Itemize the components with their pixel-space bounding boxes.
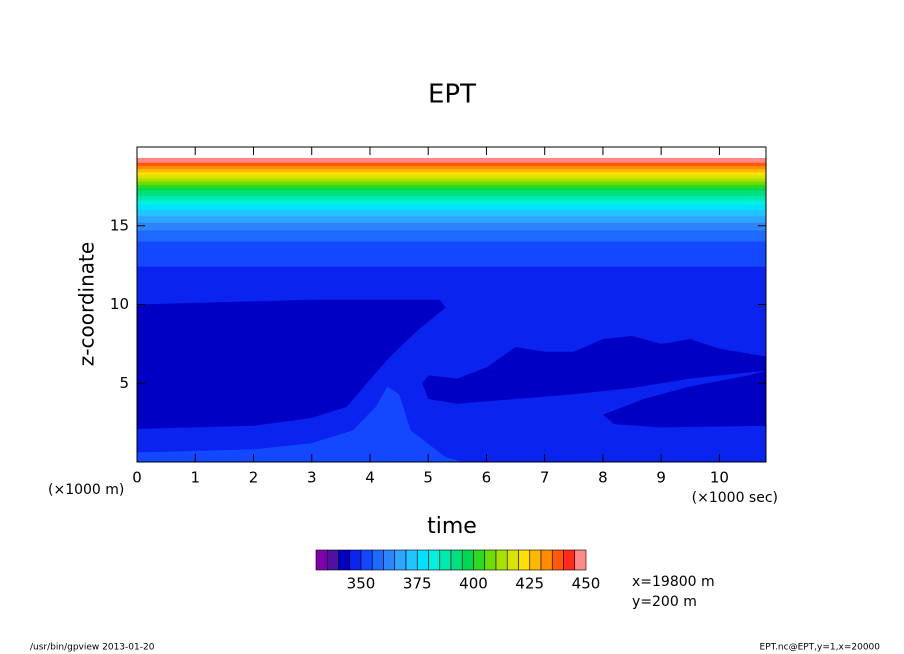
colorbar-swatch [518,549,531,571]
y-unit: (×1000 m) [48,482,124,498]
colorbar-swatch [428,549,441,571]
colorbar-swatch [461,549,474,571]
colorbar-swatch [394,549,407,571]
x-tick-label: 9 [656,469,666,487]
colorbar-swatch [506,549,519,571]
colorbar-swatch [495,549,508,571]
colorbar-swatch [416,549,429,571]
colorbar-swatch [360,549,373,571]
colorbar-swatch [349,549,362,571]
colorbar-swatch [383,549,396,571]
colorbar-swatch [574,549,587,571]
y-tick-label: 5 [119,374,129,392]
contour-band [137,158,766,163]
x-tick-label: 2 [249,469,259,487]
colorbar-swatch [315,549,328,571]
colorbar-swatch [529,549,542,571]
colorbar-swatch [371,549,384,571]
annotation: x=19800 m [632,574,715,590]
annotation: y=200 m [632,594,697,610]
x-unit: (×1000 sec) [692,490,778,506]
colorbar-label: 375 [403,575,432,593]
colorbar-swatch [405,549,418,571]
colorbar-swatch [338,549,351,571]
x-tick-label: 7 [540,469,550,487]
x-tick-label: 5 [423,469,433,487]
colorbar-swatch [551,549,564,571]
x-axis-label: time [427,514,477,539]
colorbar-swatch [484,549,497,571]
colorbar-label: 450 [572,575,601,593]
colorbar-swatch [473,549,486,571]
chart-title: EPT [428,80,476,110]
footer: EPT.nc@EPT,y=1,x=20000 [760,643,881,653]
x-tick-label: 0 [132,469,142,487]
x-tick-label: 3 [307,469,317,487]
y-axis-label: z-coordinate [75,242,99,366]
contour-region [137,386,464,462]
colorbar-label: 350 [347,575,376,593]
x-tick-label: 10 [710,469,729,487]
y-tick-label: 10 [110,295,129,313]
x-tick-label: 4 [365,469,375,487]
colorbar-label: 400 [459,575,488,593]
contour-region [422,336,766,404]
x-tick-label: 8 [598,469,608,487]
x-tick-label: 6 [482,469,492,487]
colorbar-swatch [439,549,452,571]
colorbar-swatch [326,549,339,571]
contour-region [602,370,766,428]
colorbar-label: 425 [515,575,544,593]
footer: /usr/bin/gpview 2013-01-20 [30,643,155,653]
colorbar-swatch [540,549,553,571]
colorbar-swatch [563,549,576,571]
colorbar-swatch [450,549,463,571]
x-tick-label: 1 [190,469,200,487]
contour-region [137,299,446,429]
y-tick-label: 15 [110,216,129,234]
